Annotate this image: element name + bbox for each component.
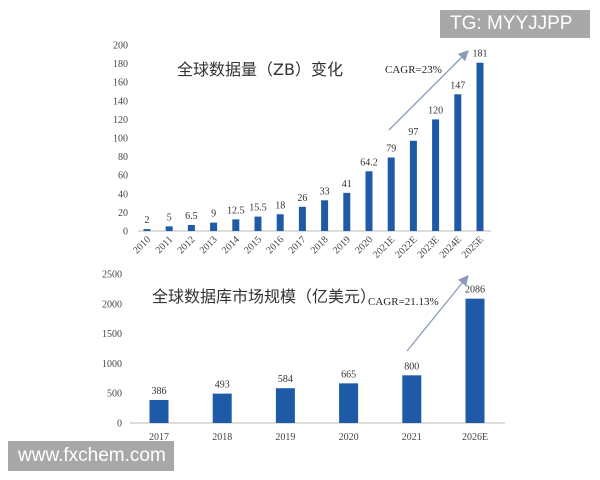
x-tick-label: 2021E	[371, 234, 397, 260]
y-tick-label: 1500	[102, 329, 122, 340]
bar	[210, 222, 218, 231]
data-label: 2	[145, 215, 150, 226]
y-tick-label: 160	[113, 78, 128, 89]
data-label: 15.5	[249, 203, 267, 214]
x-tick-label: 2018	[212, 432, 232, 443]
bar	[387, 157, 395, 231]
growth-arrow	[388, 50, 469, 131]
bar	[432, 119, 440, 231]
data-label: 2086	[465, 285, 485, 296]
data-label: 97	[408, 127, 418, 138]
x-tick-label: 2020	[339, 432, 359, 443]
y-tick-label: 120	[113, 115, 128, 126]
y-tick-label: 60	[118, 171, 128, 182]
bar	[409, 140, 417, 231]
x-tick-label: 2026E	[462, 432, 488, 443]
x-tick-label: 2011	[154, 234, 176, 256]
x-tick-label: 2018	[309, 234, 331, 256]
bar	[254, 216, 262, 231]
bar	[165, 226, 173, 231]
cagr-annotation: CAGR=23%	[385, 64, 442, 76]
growth-arrow	[406, 274, 469, 352]
data-label: 5	[167, 212, 172, 223]
y-tick-label: 2500	[102, 270, 122, 281]
chart-title: 全球数据库市场规模（亿美元）	[152, 287, 376, 306]
bar	[321, 200, 329, 231]
x-tick-label: 2017	[149, 432, 169, 443]
data-label: 386	[152, 386, 167, 397]
y-tick-label: 0	[123, 227, 128, 238]
watermark-top: TG: MYYJJPP	[440, 10, 590, 38]
data-label: 120	[428, 105, 443, 116]
data-label: 33	[320, 186, 330, 197]
x-tick-label: 2013	[198, 234, 220, 256]
bar	[454, 94, 462, 231]
bar	[187, 224, 195, 231]
bar	[476, 62, 484, 231]
x-tick-label: 2019	[331, 234, 353, 256]
chart-global-data-volume: 全球数据量（ZB）变化 CAGR=23% 0 20 40 60 80 100 120 140 1…	[113, 41, 491, 261]
bar	[149, 399, 169, 423]
bar	[232, 219, 240, 231]
x-tick-label: 2017	[287, 234, 309, 256]
y-tick-label: 1000	[102, 359, 122, 370]
bar	[402, 375, 422, 423]
data-label: 64.2	[360, 157, 378, 168]
data-label: 18	[275, 200, 285, 211]
bar	[365, 171, 373, 231]
y-tick-label: 0	[117, 419, 122, 430]
data-label: 147	[450, 80, 465, 91]
x-tick-label: 2021	[402, 432, 422, 443]
x-tick-label: 2022E	[393, 234, 419, 260]
data-label: 9	[211, 209, 216, 220]
y-tick-label: 500	[107, 389, 122, 400]
bar	[339, 383, 359, 423]
y-tick-label: 80	[118, 152, 128, 163]
bar	[276, 214, 284, 231]
data-label: 665	[341, 369, 356, 380]
data-label: 493	[215, 380, 230, 391]
y-tick-label: 200	[113, 41, 128, 52]
bar	[298, 206, 306, 231]
bar	[212, 393, 232, 423]
x-tick-label: 2025E	[460, 234, 486, 260]
data-label: 6.5	[185, 211, 198, 222]
data-label: 181	[473, 49, 488, 60]
data-label: 584	[278, 374, 293, 385]
chart-title: 全球数据量（ZB）变化	[177, 60, 343, 79]
y-tick-label: 140	[113, 96, 128, 107]
data-label: 12.5	[227, 205, 245, 216]
x-tick-label: 2019	[275, 432, 295, 443]
cagr-annotation: CAGR=21.13%	[368, 296, 439, 308]
bar	[343, 192, 351, 231]
data-label: 41	[342, 179, 352, 190]
x-tick-label: 2014	[220, 234, 242, 256]
data-label: 79	[386, 144, 396, 155]
bar	[465, 298, 485, 423]
x-tick-label: 2012	[176, 234, 198, 256]
bar	[143, 229, 151, 231]
x-tick-label: 2024E	[438, 234, 464, 260]
x-tick-label: 2016	[264, 234, 286, 256]
y-tick-label: 180	[113, 59, 128, 70]
chart-database-market-size: 全球数据库市场规模（亿美元） CAGR=21.13% 0 500 1000 1500 2…	[102, 270, 505, 443]
x-tick-label: 2010	[131, 234, 153, 256]
x-tick-label: 2023E	[415, 234, 441, 260]
x-tick-label: 2015	[242, 234, 264, 256]
y-tick-label: 2000	[102, 299, 122, 310]
data-label: 800	[404, 361, 419, 372]
bar	[275, 388, 295, 423]
y-tick-label: 100	[113, 134, 128, 145]
y-tick-label: 20	[118, 208, 128, 219]
data-label: 26	[297, 193, 307, 204]
y-tick-label: 40	[118, 189, 128, 200]
watermark-bottom: www.fxchem.com	[8, 441, 174, 471]
